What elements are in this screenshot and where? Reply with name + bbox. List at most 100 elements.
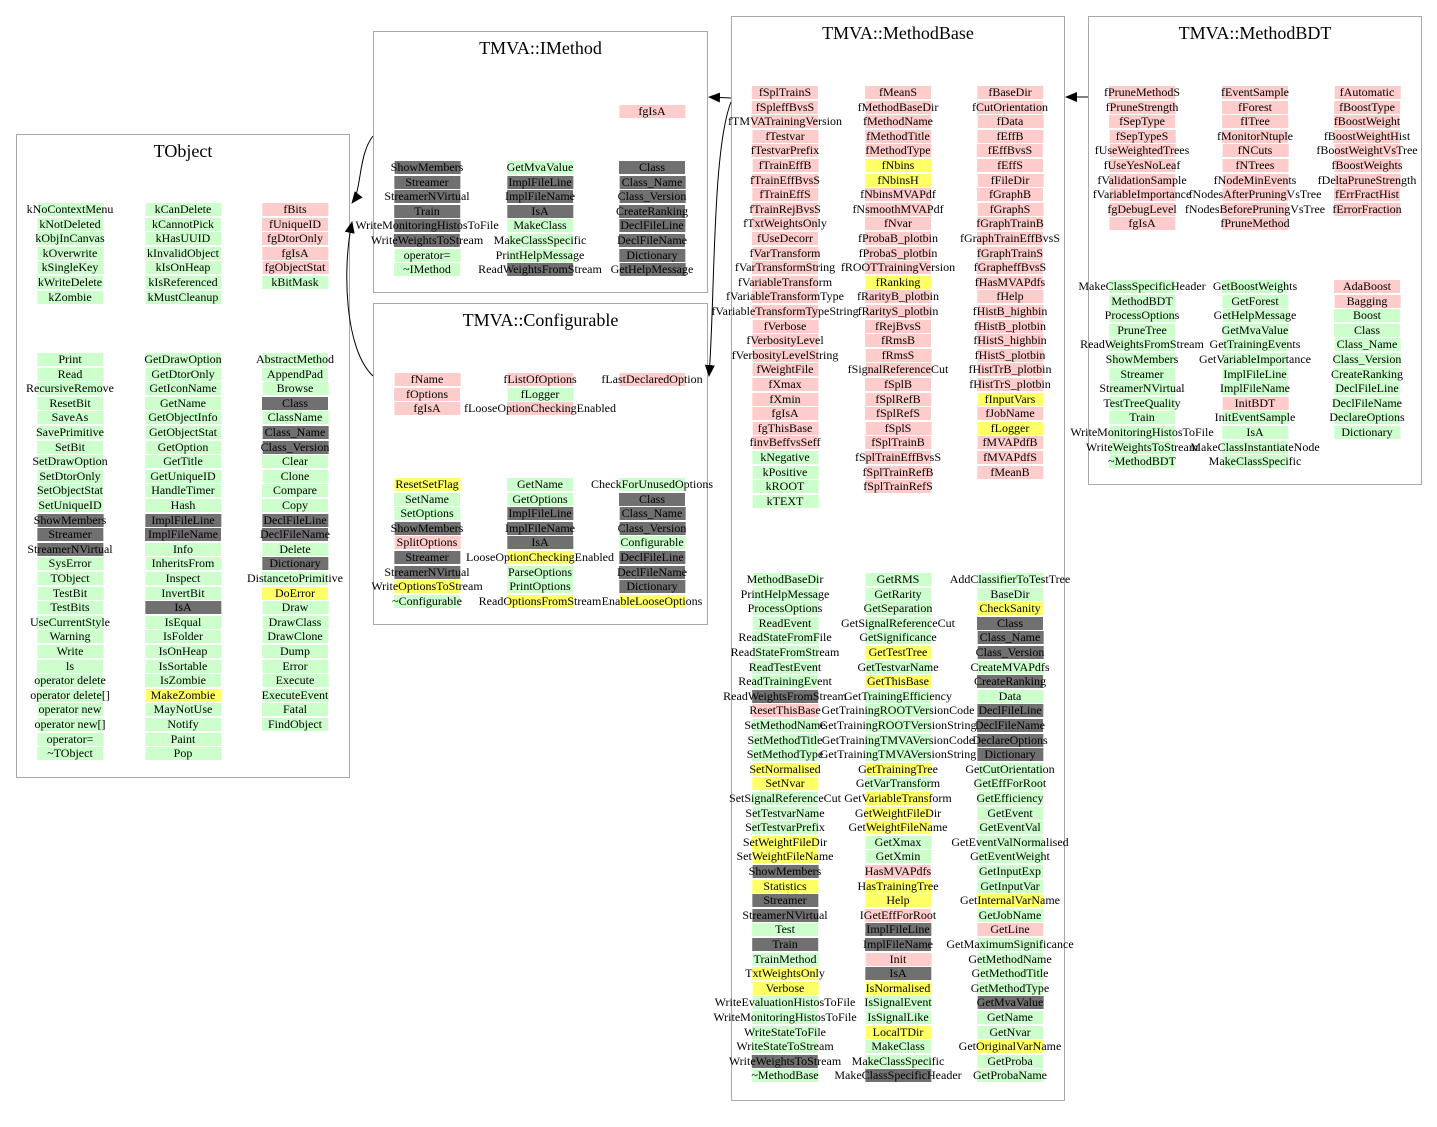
item-label: Delete [279, 542, 311, 556]
item-label: LocalTDir [872, 1025, 924, 1039]
item-background [145, 368, 222, 381]
methodbdt-member-item: fITree [1222, 114, 1289, 128]
item-label: GetInputVar [980, 879, 1040, 893]
item-label: GetProbaName [973, 1068, 1047, 1082]
item-background [751, 261, 818, 274]
tobject-member-item: kOverwrite [37, 247, 104, 260]
item-label: fRanking [875, 275, 921, 289]
item-background [865, 436, 932, 449]
methodbase-method-item: GetVariableTransform [844, 792, 952, 805]
item-label: GetName [987, 1010, 1033, 1024]
item-label: fMeanB [990, 465, 1030, 479]
methodbase-member-item: fROOTTrainingVersion [841, 261, 955, 274]
item-background [977, 646, 1044, 659]
methodbase-method-item: IsSignalLike [865, 1010, 932, 1024]
configurable-method-item: ParseOptions [507, 566, 573, 579]
item-background [1109, 188, 1176, 201]
item-label: fLogger [520, 387, 560, 401]
item-background [865, 719, 932, 732]
item-label: GetTrainingROOTVersionString [819, 718, 977, 732]
methodbase-method-item: MakeClass [865, 1040, 932, 1053]
item-label: GetMethodName [968, 952, 1052, 966]
item-label: SetOptions [400, 506, 454, 520]
item-background [1109, 324, 1176, 337]
item-background [262, 441, 329, 454]
methodbdt-member-item: fEventSample [1221, 86, 1289, 99]
item-label: fgIsA [1128, 216, 1156, 230]
tobject-method-item: ImplFileLine [145, 514, 222, 527]
tobject-method-item: IsZombie [145, 674, 221, 687]
item-background [37, 645, 104, 658]
item-background [865, 290, 931, 303]
item-label: SetWeightFileName [736, 849, 834, 863]
methodbase-member-item: fHistTrS_plotbin [969, 378, 1051, 391]
item-label: kInvalidObject [147, 246, 219, 260]
class-title: TObject [153, 141, 213, 161]
item-background [865, 188, 932, 201]
methodbase-method-item: GetSeparation [864, 602, 932, 615]
item-background [145, 499, 222, 512]
item-label: WriteStateToStream [736, 1039, 834, 1053]
item-background [145, 261, 222, 274]
item-label: fSplRefB [875, 392, 921, 406]
item-background [977, 967, 1044, 980]
item-background [977, 407, 1044, 420]
item-label: fITree [1240, 114, 1270, 128]
item-label: MakeClassSpecific [493, 233, 587, 247]
item-background [865, 349, 932, 362]
item-label: ResetSetFlag [395, 477, 459, 491]
tobject-method-item: Error [262, 660, 329, 673]
item-label: fRejBvsS [874, 319, 922, 333]
item-background [976, 144, 1043, 157]
item-background [394, 566, 461, 579]
item-label: fSplTrainB [871, 435, 925, 449]
item-background [865, 101, 932, 114]
methodbase-method-item: TrainMethod [752, 953, 819, 966]
item-background [37, 703, 104, 716]
methodbase-member-item: fRarityB_plotbin [857, 290, 939, 303]
item-label: kWriteDelete [37, 275, 103, 289]
item-label: GetObjectInfo [148, 410, 218, 424]
item-label: Test [775, 922, 795, 936]
item-background [752, 646, 819, 659]
item-label: GetTrainingEfficiency [844, 689, 952, 703]
tobject-method-item: Class_Version [261, 441, 329, 454]
item-label: operator= [46, 732, 94, 746]
item-label: IsSignalLike [867, 1010, 929, 1024]
methodbase-member-item: kPositive [752, 466, 819, 479]
item-background [864, 320, 931, 333]
item-label: StreamerNVirtual [27, 542, 113, 556]
item-label: fHistS_highbin [973, 333, 1047, 347]
methodbase-member-item: fVariableTransformType [726, 290, 844, 303]
item-background [752, 850, 819, 863]
item-background [865, 159, 932, 172]
methodbdt-method-item: Boost [1333, 309, 1400, 322]
item-label: IsSignalEvent [864, 995, 932, 1009]
methodbase-method-item: SetMethodTitle [748, 734, 822, 747]
item-background [394, 219, 461, 232]
item-label: ReadTestEvent [748, 660, 822, 674]
item-label: Class [281, 396, 309, 410]
item-background [145, 218, 221, 231]
methodbase-method-item: Class_Name [977, 631, 1044, 644]
item-label: kROOT [765, 479, 805, 493]
item-background [507, 388, 574, 401]
tobject-method-item: ShowMembers [34, 514, 106, 527]
configurable-method-item: GetOptions [507, 493, 574, 506]
item-background [393, 234, 460, 247]
item-background [864, 748, 931, 761]
item-background [145, 291, 222, 304]
item-label: Warning [49, 629, 91, 643]
methodbase-member-item: fTrainEffS [752, 188, 819, 201]
item-label: fSplTrainRefS [863, 479, 933, 493]
item-label: Statistics [763, 879, 807, 893]
tobject-method-item: Compare [262, 484, 328, 497]
item-label: GetMvaValue [1221, 323, 1289, 337]
item-label: StreamerNVirtual [1099, 381, 1185, 395]
methodbase-member-item: fTrainEffBvsS [750, 174, 820, 187]
methodbase-method-item: Streamer [752, 894, 819, 907]
item-background [37, 514, 104, 527]
item-background [37, 543, 104, 556]
item-background [864, 378, 931, 391]
item-background [977, 588, 1044, 601]
